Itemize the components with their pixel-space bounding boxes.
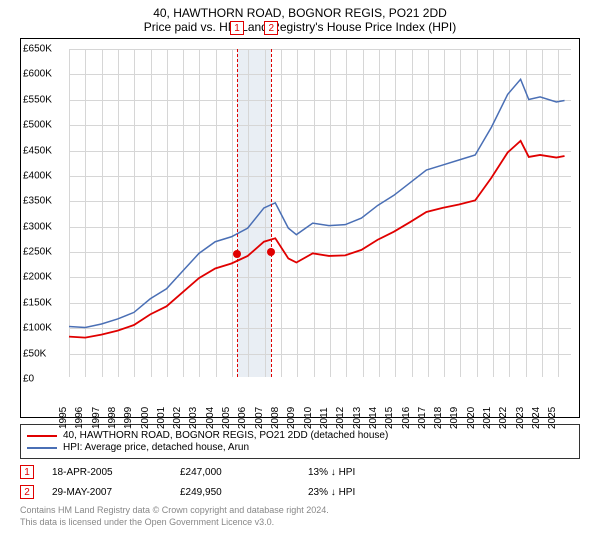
x-axis-label: 2020	[466, 407, 477, 429]
event-marker-box: 1	[230, 21, 244, 35]
legend-label: 40, HAWTHORN ROAD, BOGNOR REGIS, PO21 2D…	[63, 430, 388, 441]
x-axis-label: 2003	[188, 407, 199, 429]
x-axis-label: 2025	[547, 407, 558, 429]
x-axis-label: 2000	[140, 407, 151, 429]
y-axis-label: £0	[23, 374, 34, 385]
x-axis-label: 2005	[221, 407, 232, 429]
event-marker-box: 2	[264, 21, 278, 35]
event-delta: 13% ↓ HPI	[308, 467, 418, 478]
event-row: 2 29-MAY-2007 £249,950 23% ↓ HPI	[20, 485, 580, 499]
x-axis-label: 2007	[254, 407, 265, 429]
event-dashed-line	[271, 49, 272, 377]
event-date: 29-MAY-2007	[52, 487, 162, 498]
event-dashed-line	[237, 49, 238, 377]
x-axis-label: 2004	[205, 407, 216, 429]
y-axis-label: £250K	[23, 247, 52, 258]
footer-line-1: Contains HM Land Registry data © Crown c…	[20, 505, 580, 517]
x-axis-label: 2023	[515, 407, 526, 429]
event-date: 18-APR-2005	[52, 467, 162, 478]
x-axis-label: 2012	[335, 407, 346, 429]
y-axis-label: £200K	[23, 272, 52, 283]
legend-swatch	[27, 447, 57, 449]
x-axis-label: 2014	[368, 407, 379, 429]
event-price: £247,000	[180, 467, 290, 478]
x-axis-label: 2008	[270, 407, 281, 429]
y-axis-label: £300K	[23, 221, 52, 232]
x-axis-label: 2016	[401, 407, 412, 429]
footer: Contains HM Land Registry data © Crown c…	[20, 505, 580, 528]
x-axis-label: 2006	[237, 407, 248, 429]
chart-container: 40, HAWTHORN ROAD, BOGNOR REGIS, PO21 2D…	[0, 0, 600, 560]
legend: 40, HAWTHORN ROAD, BOGNOR REGIS, PO21 2D…	[20, 424, 580, 459]
x-axis-label: 2015	[384, 407, 395, 429]
y-axis-label: £450K	[23, 145, 52, 156]
event-number-box: 2	[20, 485, 34, 499]
legend-label: HPI: Average price, detached house, Arun	[63, 442, 249, 453]
event-row: 1 18-APR-2005 £247,000 13% ↓ HPI	[20, 465, 580, 479]
x-axis-label: 2022	[498, 407, 509, 429]
y-axis-label: £150K	[23, 297, 52, 308]
legend-item: HPI: Average price, detached house, Arun	[27, 442, 573, 453]
x-axis-label: 2011	[319, 407, 330, 429]
y-axis-label: £650K	[23, 44, 52, 55]
event-delta: 23% ↓ HPI	[308, 487, 418, 498]
y-axis-label: £100K	[23, 323, 52, 334]
footer-line-2: This data is licensed under the Open Gov…	[20, 517, 580, 529]
x-axis-label: 2001	[156, 407, 167, 429]
x-axis-label: 2018	[433, 407, 444, 429]
y-axis-label: £550K	[23, 94, 52, 105]
events-table: 1 18-APR-2005 £247,000 13% ↓ HPI 2 29-MAY-200…	[20, 465, 580, 499]
x-axis-label: 1998	[107, 407, 118, 429]
x-axis-label: 1999	[123, 407, 134, 429]
x-axis-label: 2013	[352, 407, 363, 429]
event-number-box: 1	[20, 465, 34, 479]
y-axis-label: £50K	[23, 348, 46, 359]
x-axis-label: 2017	[417, 407, 428, 429]
event-price: £249,950	[180, 487, 290, 498]
chart-area: £0 £50K £100K £150K £200K £250K £300K £350K £400…	[20, 38, 580, 418]
series-line	[69, 141, 565, 338]
x-axis-label: 1996	[74, 407, 85, 429]
y-axis-label: £350K	[23, 196, 52, 207]
x-axis-label: 2010	[303, 407, 314, 429]
y-axis-label: £600K	[23, 69, 52, 80]
x-axis-label: 1997	[91, 407, 102, 429]
y-axis-label: £500K	[23, 120, 52, 131]
x-axis-label: 2019	[449, 407, 460, 429]
x-axis-label: 2024	[531, 407, 542, 429]
x-axis-label: 2002	[172, 407, 183, 429]
chart-title: 40, HAWTHORN ROAD, BOGNOR REGIS, PO21 2D…	[0, 0, 600, 20]
y-axis-label: £400K	[23, 170, 52, 181]
legend-swatch	[27, 435, 57, 437]
plot-area	[69, 49, 571, 377]
x-axis-label: 1995	[58, 407, 69, 429]
chart-subtitle: Price paid vs. HM Land Registry's House …	[0, 20, 600, 38]
line-svg	[69, 49, 571, 377]
series-line	[69, 79, 565, 327]
legend-item: 40, HAWTHORN ROAD, BOGNOR REGIS, PO21 2D…	[27, 430, 573, 441]
x-axis-label: 2021	[482, 407, 493, 429]
x-axis-label: 2009	[286, 407, 297, 429]
